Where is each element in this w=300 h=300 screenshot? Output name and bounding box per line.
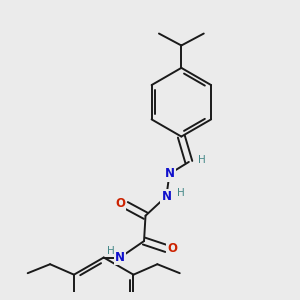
Text: O: O <box>115 197 125 210</box>
Text: N: N <box>161 190 171 203</box>
Text: O: O <box>167 242 177 255</box>
Text: H: H <box>198 155 206 166</box>
Text: H: H <box>178 188 185 198</box>
Text: N: N <box>115 251 125 264</box>
Text: H: H <box>107 246 115 256</box>
Text: N: N <box>164 167 174 180</box>
